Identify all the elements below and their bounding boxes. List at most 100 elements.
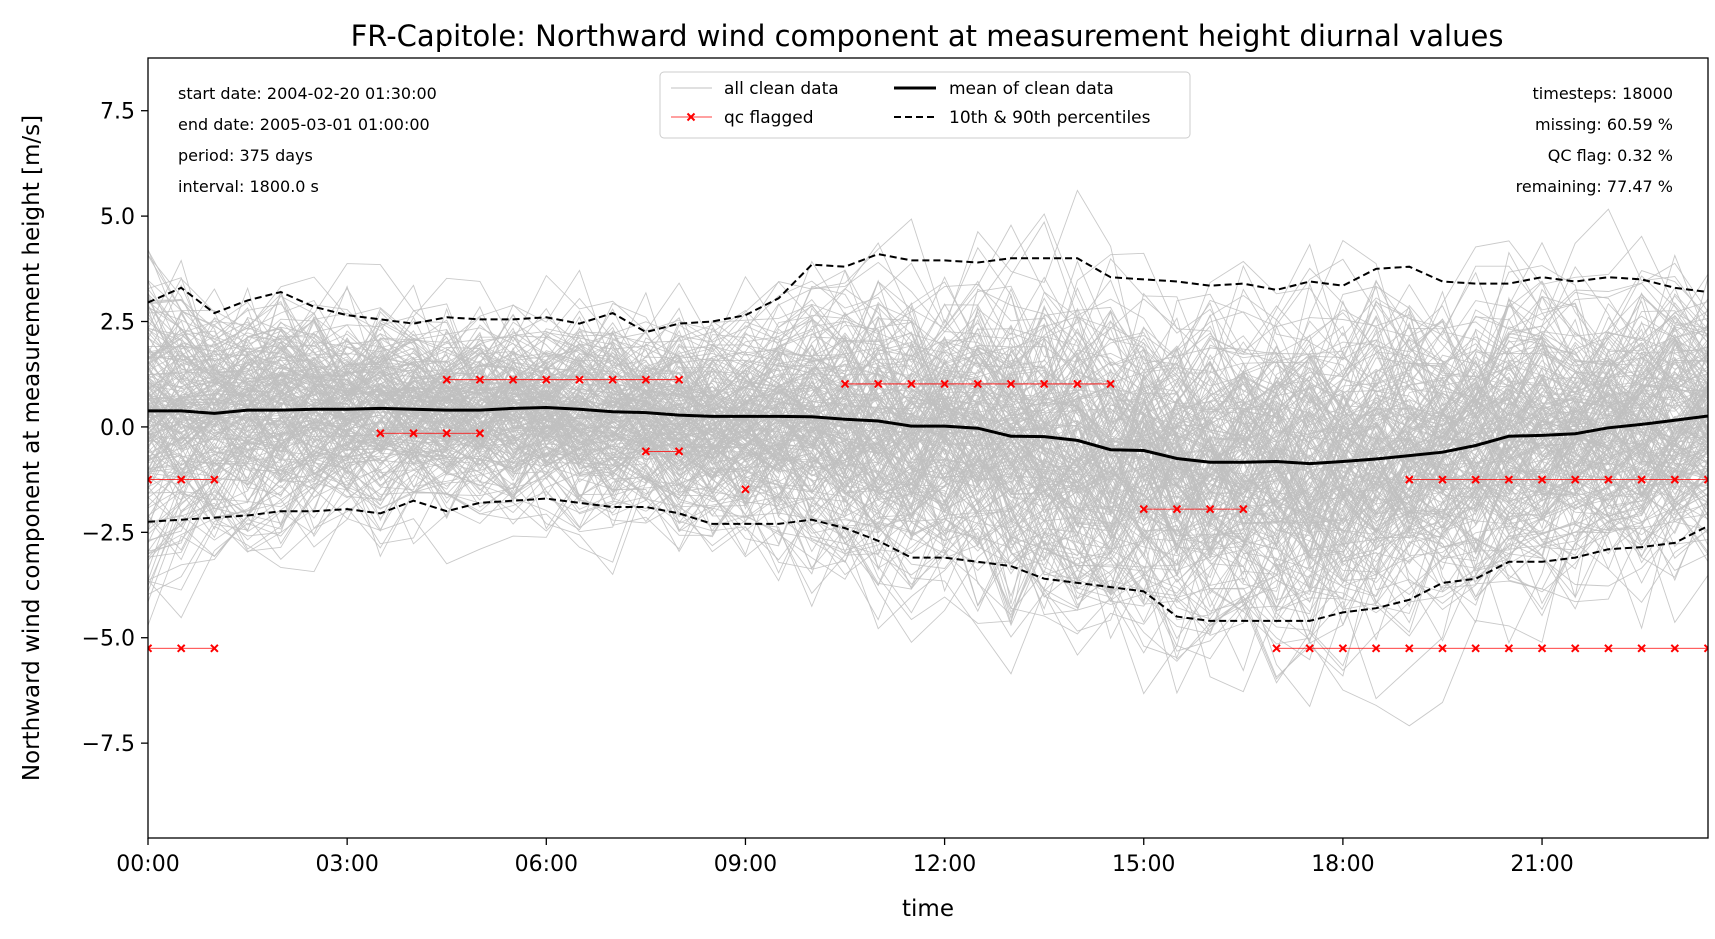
- x-tick-label: 15:00: [1112, 852, 1175, 877]
- qc-flagged-point: [210, 475, 219, 484]
- mean-line: [148, 405, 1708, 466]
- clean-data-line: [148, 311, 1708, 562]
- legend-label-flagged: qc flagged: [724, 108, 814, 128]
- clean-data-line: [148, 282, 1708, 518]
- clean-data-line: [148, 403, 1708, 640]
- clean-data-line: [148, 420, 1708, 637]
- clean-data-line: [148, 260, 1708, 484]
- qc-flagged-point: [1272, 644, 1281, 653]
- qc-flagged-point: [1172, 504, 1182, 514]
- qc-flagged-point: [1571, 475, 1580, 484]
- qc-flagged-point: [176, 644, 186, 653]
- qc-flagged-point: [409, 429, 418, 438]
- x-axis-ticks: 00:00 03:00 06:00 09:00 12:00 15:00 18:00 21:00: [116, 838, 1574, 877]
- y-tick-label: 0.0: [100, 416, 135, 441]
- clean-data-line: [148, 243, 1708, 447]
- clean-data-line: [148, 337, 1708, 522]
- clean-data-line: [148, 267, 1708, 503]
- qc-flagged-point: [1073, 379, 1082, 389]
- clean-data-line: [148, 303, 1708, 516]
- clean-data-line: [148, 295, 1708, 512]
- clean-data-line: [148, 443, 1708, 619]
- clean-data-line: [148, 287, 1708, 491]
- p10-line: [148, 497, 1708, 622]
- qc-flagged-point: [907, 379, 916, 389]
- qc-flagged-point: [840, 379, 850, 389]
- qc-flagged-point: [674, 375, 684, 384]
- clean-data-line: [148, 284, 1708, 489]
- qc-flagged-point: [148, 644, 153, 653]
- x-tick-label: 00:00: [116, 852, 179, 877]
- clean-data-line: [148, 269, 1708, 505]
- legend-label-percentiles: 10th & 90th percentiles: [949, 108, 1151, 128]
- qc-flagged-point: [442, 375, 451, 384]
- info-remaining: remaining: 77.47 %: [1516, 177, 1673, 196]
- clean-data-line: [148, 356, 1708, 504]
- clean-data-line: [148, 319, 1708, 467]
- clean-data-line: [148, 417, 1708, 635]
- qc-flagged-point: [1438, 475, 1447, 484]
- info-end-date: end date: 2005-03-01 01:00:00: [178, 115, 430, 134]
- clean-data-line: [148, 271, 1708, 479]
- clean-data-line: [148, 221, 1708, 480]
- info-period: period: 375 days: [178, 146, 313, 165]
- clean-data-line: [148, 318, 1708, 495]
- qc-flagged-point: [940, 379, 949, 389]
- clean-data-line: [148, 241, 1708, 543]
- y-tick-label: −7.5: [82, 732, 135, 757]
- y-tick-label: 5.0: [100, 205, 135, 230]
- clean-data-line: [148, 345, 1708, 514]
- x-tick-label: 18:00: [1311, 852, 1374, 877]
- clean-data-line: [148, 369, 1708, 597]
- clean-data-line: [148, 338, 1708, 590]
- clean-data-line: [148, 450, 1708, 695]
- qc-flagged-point: [1504, 644, 1514, 653]
- qc-flagged-point: [1637, 644, 1646, 653]
- qc-flagged-point: [1405, 475, 1414, 484]
- clean-data-line: [148, 235, 1708, 447]
- qc-flagged-point: [641, 375, 651, 384]
- info-interval: interval: 1800.0 s: [178, 177, 319, 196]
- qc-flagged-point: [973, 379, 982, 389]
- qc-flagged-point: [1139, 504, 1148, 514]
- qc-flagged-point: [1703, 644, 1708, 653]
- legend-label-clean: all clean data: [724, 79, 839, 99]
- info-right: timesteps: 18000 missing: 60.59 % QC fla…: [1516, 84, 1673, 196]
- qc-flagged-point: [1039, 379, 1049, 389]
- plot-frame: [147, 57, 1709, 839]
- legend: all clean data mean of clean data qc fla…: [659, 71, 1191, 139]
- qc-flagged-point: [508, 375, 518, 384]
- qc-flagged-point: [148, 475, 153, 484]
- clean-data-line: [148, 303, 1708, 501]
- y-tick-label: 2.5: [100, 311, 135, 336]
- clean-data-line: [148, 321, 1708, 486]
- clean-data-line: [148, 372, 1708, 708]
- clean-data-line: [148, 328, 1708, 537]
- info-missing: missing: 60.59 %: [1535, 115, 1673, 134]
- clean-data-line: [148, 405, 1708, 604]
- qc-flagged-point: [575, 375, 584, 384]
- legend-swatch-flagged-marker: [686, 112, 696, 122]
- qc-flagged-point: [1338, 644, 1348, 653]
- qc-flagged-point: [1670, 475, 1680, 484]
- qc-flagged-point: [1371, 644, 1381, 653]
- clean-data-line: [148, 405, 1708, 610]
- clean-data-line: [148, 418, 1708, 727]
- clean-data-line: [148, 261, 1708, 447]
- qc-flagged-point: [874, 379, 883, 389]
- info-timesteps: timesteps: 18000: [1533, 84, 1673, 103]
- clean-data-line: [148, 430, 1708, 603]
- qc-flagged-point: [1504, 475, 1514, 484]
- clean-data-line: [148, 300, 1708, 546]
- qc-flagged-point: [1106, 379, 1115, 389]
- chart-title: FR-Capitole: Northward wind component at…: [351, 19, 1504, 53]
- legend-box: [659, 71, 1191, 139]
- clean-data-line: [148, 367, 1708, 557]
- clean-data-line: [148, 327, 1708, 542]
- qc-flagged-point: [608, 375, 617, 384]
- qc-flagged-point: [542, 375, 551, 384]
- qc-flagged-point: [1305, 644, 1314, 653]
- info-left: start date: 2004-02-20 01:30:00 end date…: [178, 84, 437, 196]
- qc-flagged-points: [148, 375, 1708, 653]
